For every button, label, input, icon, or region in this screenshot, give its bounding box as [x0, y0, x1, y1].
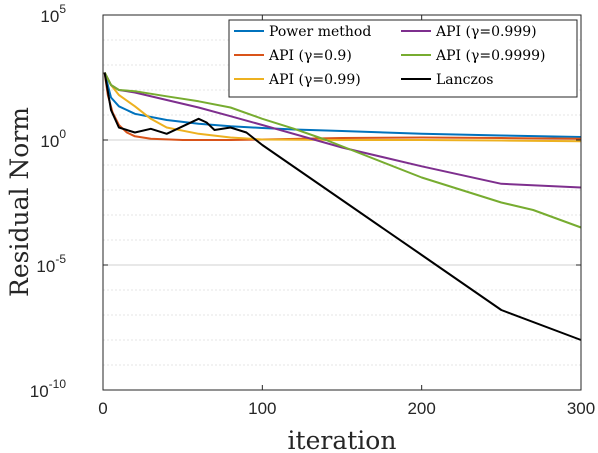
- legend-label: Power method: [269, 24, 371, 40]
- legend-label: API (γ=0.9): [268, 48, 352, 64]
- x-axis-title: iteration: [288, 426, 397, 453]
- y-axis: 10-10 10-5 100 105: [30, 2, 581, 401]
- series-line-5: [103, 72, 582, 341]
- x-tick-label: 300: [567, 399, 595, 418]
- legend-box: [228, 19, 578, 98]
- legend-label: API (γ=0.99): [268, 72, 361, 88]
- y-tick-label: 10-5: [36, 252, 66, 276]
- y-tick-label: 100: [40, 127, 66, 151]
- y-tick-label: 10-10: [30, 377, 67, 401]
- plot-frame: [102, 14, 582, 391]
- series-line-0: [103, 72, 582, 138]
- legend-label: Lanczos: [436, 72, 494, 88]
- series-line-2: [103, 72, 582, 143]
- y-axis-title: Residual Norm: [5, 107, 34, 297]
- legend: Power method API (γ=0.9) API (γ=0.99) API (…: [228, 19, 578, 98]
- y-tick-label: 105: [40, 2, 66, 26]
- x-tick-label: 200: [407, 399, 435, 418]
- legend-label: API (γ=0.999): [435, 24, 537, 40]
- legend-label: API (γ=0.9999): [435, 48, 546, 64]
- series-layer: [103, 72, 582, 341]
- x-tick-label: 100: [248, 399, 276, 418]
- x-axis: 0 100 200 300: [98, 15, 595, 418]
- series-line-4: [103, 72, 582, 229]
- x-tick-label: 0: [98, 399, 107, 418]
